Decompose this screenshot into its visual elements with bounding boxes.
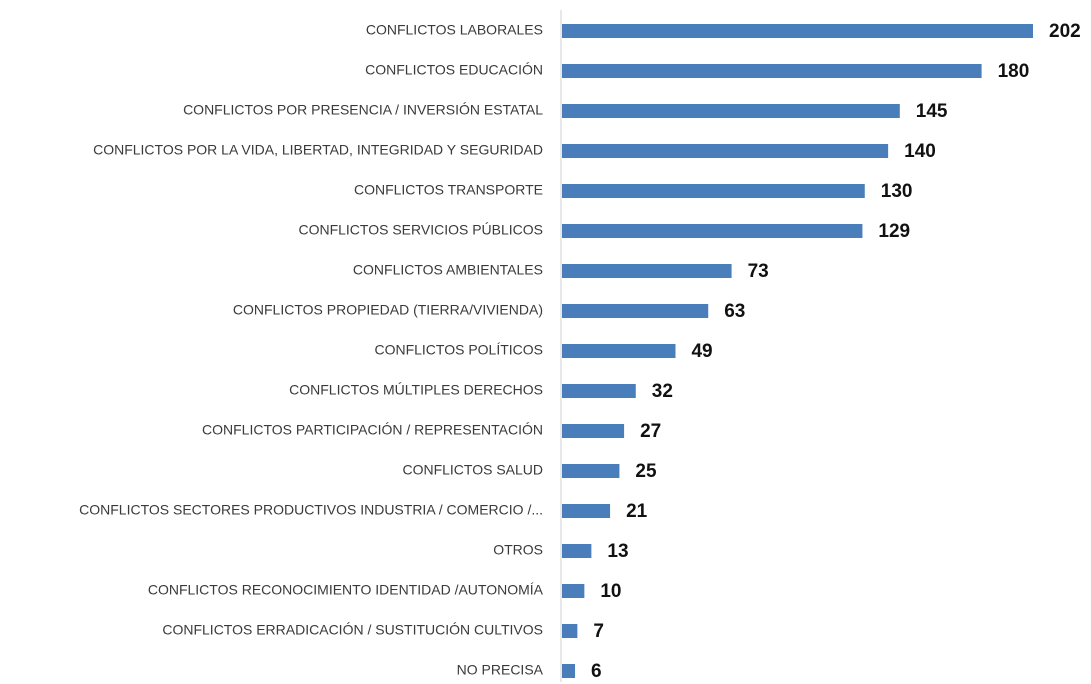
bar [562, 224, 863, 238]
category-label: CONFLICTOS RECONOCIMIENTO IDENTIDAD /AUT… [148, 582, 544, 598]
category-label: CONFLICTOS ERRADICACIÓN / SUSTITUCIÓN CU… [162, 622, 543, 638]
value-label: 6 [591, 661, 602, 682]
value-label: 202 [1049, 21, 1081, 42]
value-label: 25 [635, 461, 657, 482]
bar [562, 504, 611, 518]
value-label: 7 [593, 621, 604, 642]
value-label: 129 [878, 221, 910, 242]
bar [562, 384, 636, 398]
bar [562, 104, 900, 118]
bar [562, 424, 625, 438]
value-label: 13 [607, 541, 628, 562]
value-label: 73 [748, 261, 769, 282]
bar [562, 544, 592, 558]
value-label: 27 [640, 421, 661, 442]
value-label: 130 [881, 181, 913, 202]
category-label: CONFLICTOS POLÍTICOS [374, 342, 543, 358]
category-label: CONFLICTOS PROPIEDAD (TIERRA/VIVIENDA) [233, 302, 543, 318]
category-label: CONFLICTOS SECTORES PRODUCTIVOS INDUSTRI… [79, 502, 543, 518]
bar [562, 464, 620, 478]
bar [562, 24, 1033, 38]
category-label: CONFLICTOS MÚLTIPLES DERECHOS [289, 382, 543, 398]
category-label: CONFLICTOS POR LA VIDA, LIBERTAD, INTEGR… [93, 142, 543, 158]
category-label: CONFLICTOS LABORALES [366, 22, 543, 38]
value-label: 140 [904, 141, 936, 162]
category-label: OTROS [493, 542, 543, 558]
category-label: CONFLICTOS SERVICIOS PÚBLICOS [298, 222, 543, 238]
value-label: 10 [600, 581, 621, 602]
bar [562, 264, 732, 278]
category-label: CONFLICTOS POR PRESENCIA / INVERSIÓN EST… [183, 102, 543, 118]
value-label: 49 [691, 341, 712, 362]
value-label: 21 [626, 501, 648, 522]
category-label: CONFLICTOS PARTICIPACIÓN / REPRESENTACIÓ… [202, 422, 543, 438]
bar [562, 64, 982, 78]
bar [562, 304, 709, 318]
category-label: NO PRECISA [457, 662, 544, 678]
category-label: CONFLICTOS SALUD [402, 462, 543, 478]
value-label: 180 [998, 61, 1030, 82]
bar [562, 344, 676, 358]
category-label: CONFLICTOS AMBIENTALES [353, 262, 543, 278]
bar [562, 664, 576, 678]
bar [562, 624, 578, 638]
bar [562, 184, 865, 198]
bar [562, 144, 889, 158]
value-label: 32 [652, 381, 673, 402]
category-label: CONFLICTOS TRANSPORTE [354, 182, 543, 198]
value-label: 63 [724, 301, 745, 322]
value-label: 145 [916, 101, 948, 122]
category-label: CONFLICTOS EDUCACIÓN [365, 62, 543, 78]
bar [562, 584, 585, 598]
